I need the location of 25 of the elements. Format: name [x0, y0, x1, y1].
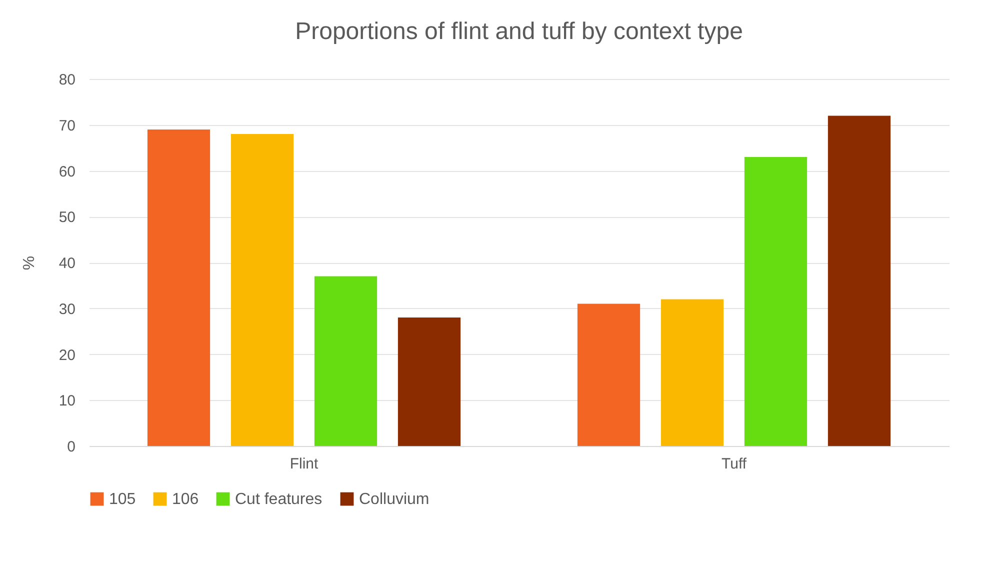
bar: [577, 304, 640, 446]
bar: [147, 129, 210, 446]
x-tick-label: Tuff: [721, 456, 748, 472]
legend-label: 105: [109, 491, 136, 508]
y-tick-label: 50: [58, 209, 76, 226]
y-tick-label: 60: [58, 163, 76, 180]
legend-label: 106: [172, 491, 199, 508]
bar: [230, 134, 294, 446]
y-tick-label: 20: [58, 346, 76, 364]
y-tick-label: 10: [58, 392, 76, 410]
bar: [398, 318, 461, 446]
y-tick-label: 30: [58, 300, 76, 318]
x-tick-label: Flint: [290, 456, 319, 472]
bar: [828, 116, 891, 446]
chart-title: Proportions of flint and tuff by context type: [295, 18, 743, 45]
y-axis-title: %: [20, 256, 38, 270]
y-tick-label: 40: [58, 255, 76, 272]
bar: [744, 156, 808, 446]
y-tick-label: 80: [58, 72, 76, 88]
y-tick-label: 70: [58, 117, 76, 134]
bar: [660, 299, 724, 446]
legend-label: Colluvium: [359, 491, 430, 508]
legend-label: Cut features: [235, 491, 322, 508]
bar: [314, 276, 378, 446]
y-tick-label: 0: [67, 438, 76, 456]
